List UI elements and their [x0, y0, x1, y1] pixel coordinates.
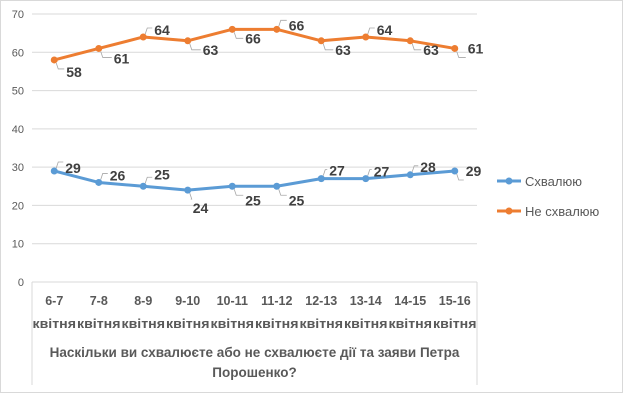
data-label: 25	[154, 166, 170, 182]
leader-line	[456, 51, 466, 58]
x-tick-label: квітня	[300, 317, 344, 331]
x-tick-label: 13-14	[350, 294, 382, 308]
data-point	[139, 182, 147, 190]
data-point	[273, 25, 281, 33]
leader-line	[367, 169, 372, 176]
data-point	[362, 33, 370, 41]
y-tick-label: 50	[12, 86, 24, 98]
data-point	[95, 178, 103, 186]
data-point	[50, 56, 58, 64]
x-tick-label: квітня	[166, 317, 210, 331]
data-point	[451, 44, 459, 52]
data-point	[406, 37, 414, 45]
x-tick-label: 9-10	[175, 294, 200, 308]
data-label: 27	[374, 164, 390, 180]
y-tick-label: 30	[12, 162, 24, 174]
data-point	[317, 37, 325, 45]
leader-line	[322, 43, 334, 51]
y-tick-label: 70	[12, 9, 24, 21]
leader-line	[144, 176, 153, 184]
leader-line	[144, 27, 153, 35]
x-tick-label: квітня	[77, 317, 121, 331]
leader-line	[100, 51, 112, 58]
data-label: 58	[66, 64, 82, 80]
data-point	[95, 44, 103, 52]
data-label: 66	[245, 30, 261, 46]
leader-line	[322, 169, 328, 176]
data-label: 25	[245, 192, 261, 208]
x-tick-label: квітня	[389, 317, 433, 331]
data-point	[273, 182, 281, 190]
data-point	[228, 25, 236, 33]
x-tick-label: 7-8	[90, 294, 108, 308]
legend-marker	[505, 207, 513, 215]
x-axis-title: Наскільки ви схвалюєте або не схвалюєте …	[50, 345, 460, 360]
data-point	[184, 37, 192, 45]
x-tick-label: квітня	[433, 317, 477, 331]
x-tick-label: 10-11	[217, 294, 248, 308]
data-label: 25	[289, 192, 305, 208]
leader-line	[411, 165, 419, 172]
x-tick-label: 6-7	[45, 294, 63, 308]
leader-line	[411, 43, 422, 51]
data-label: 24	[193, 200, 209, 216]
data-point	[50, 167, 58, 175]
leader-line	[233, 32, 244, 39]
x-tick-label: квітня	[344, 317, 388, 331]
legend-marker	[505, 177, 513, 185]
data-point	[317, 175, 325, 183]
data-point	[184, 186, 192, 194]
legend-label: Не схвалюю	[525, 204, 600, 219]
leader-line	[278, 189, 287, 196]
x-tick-label: квітня	[255, 317, 299, 331]
x-tick-label: 14-15	[394, 294, 426, 308]
y-tick-label: 20	[12, 200, 24, 212]
data-label: 27	[329, 163, 345, 179]
x-axis-title: Порошенко?	[212, 365, 296, 380]
x-tick-label: квітня	[122, 317, 166, 331]
data-label: 61	[114, 50, 130, 66]
data-label: 29	[466, 163, 482, 179]
data-point	[139, 33, 147, 41]
leader-line	[189, 43, 201, 51]
data-label: 28	[420, 159, 436, 175]
y-tick-label: 40	[12, 124, 24, 136]
x-tick-label: квітня	[33, 317, 77, 331]
x-tick-label: 15-16	[439, 294, 471, 308]
x-tick-label: 8-9	[134, 294, 152, 308]
leader-line	[233, 189, 244, 196]
leader-line	[189, 192, 193, 200]
data-label: 63	[335, 42, 351, 58]
data-label: 64	[154, 22, 170, 38]
leader-line	[55, 161, 64, 169]
chart-border	[0, 0, 623, 393]
data-label: 63	[423, 42, 439, 58]
x-tick-label: квітня	[211, 317, 255, 331]
data-label: 26	[110, 167, 126, 183]
data-label: 63	[203, 42, 219, 58]
data-label: 64	[377, 22, 393, 38]
y-tick-label: 60	[12, 47, 24, 59]
leader-line	[55, 62, 65, 70]
series-line-0	[53, 169, 455, 192]
y-tick-label: 10	[12, 239, 24, 251]
data-point	[451, 167, 459, 175]
legend-label: Схвалюю	[525, 174, 582, 189]
data-label: 66	[289, 17, 305, 33]
x-tick-label: 12-13	[305, 294, 337, 308]
data-label: 61	[468, 40, 484, 56]
data-point	[406, 171, 414, 179]
y-tick-label: 0	[18, 277, 24, 289]
leader-line	[367, 27, 375, 35]
data-point	[362, 175, 370, 183]
data-label: 29	[65, 160, 81, 176]
x-tick-label: 11-12	[261, 294, 292, 308]
leader-line	[100, 173, 108, 180]
leader-line	[278, 19, 287, 27]
series-line-1	[53, 27, 456, 62]
leader-line	[456, 173, 464, 181]
data-point	[228, 182, 236, 190]
